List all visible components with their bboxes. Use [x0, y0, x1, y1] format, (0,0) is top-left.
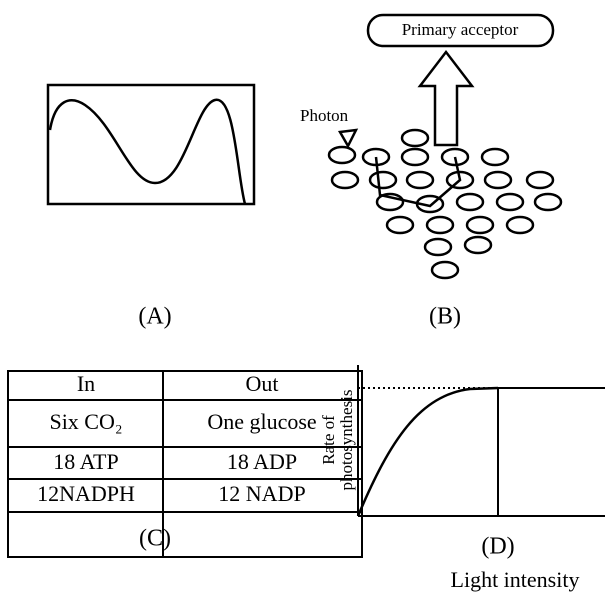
- pigment: [455, 192, 485, 212]
- panel-label: (B): [429, 304, 461, 330]
- pigment-cluster: [327, 128, 563, 280]
- table-cell: 18 ADP: [227, 449, 297, 474]
- panel-label: (D): [481, 534, 514, 560]
- photon-label: Photon: [300, 106, 349, 125]
- spectrum-curve: [48, 98, 247, 205]
- acceptor-label: Primary acceptor: [402, 20, 519, 39]
- y-axis-label: photosynthesis: [337, 389, 356, 490]
- panel-label: (A): [138, 304, 171, 330]
- pigment: [425, 215, 455, 235]
- pigment: [385, 215, 415, 235]
- arrow: [417, 49, 475, 147]
- table-border: [7, 370, 363, 558]
- pigment: [400, 147, 430, 167]
- pigment: [463, 235, 493, 255]
- rate-curve: [356, 386, 499, 517]
- energy-path: [374, 156, 462, 208]
- pigment: [505, 215, 535, 235]
- x-axis-label: Light intensity: [451, 567, 580, 592]
- table-cell: 18 ATP: [53, 449, 118, 474]
- y-axis-label: Rate of: [319, 415, 338, 465]
- acceptor-box: [366, 13, 555, 48]
- table: In Out Six CO₂ One glucose 18 ATP 18 ADP…: [7, 370, 363, 558]
- pigment: [480, 147, 510, 167]
- pigment: [525, 170, 555, 190]
- pigment: [533, 192, 563, 212]
- pigment: [405, 170, 435, 190]
- table-header: Out: [246, 371, 279, 396]
- pigment: [465, 215, 495, 235]
- pigment: [400, 128, 430, 148]
- table-header: In: [77, 371, 95, 396]
- pigment: [483, 170, 513, 190]
- spectrum-box: [46, 83, 256, 206]
- pigment: [495, 192, 525, 212]
- pigment: [327, 145, 357, 165]
- table-cell: 12 NADP: [218, 481, 305, 506]
- table-cell: Six CO₂: [49, 409, 122, 434]
- panel-label: (C): [139, 526, 171, 552]
- pigment: [423, 237, 453, 257]
- table-cell: One glucose: [207, 409, 316, 434]
- pigment: [330, 170, 360, 190]
- table-cell: 12NADPH: [37, 481, 135, 506]
- pigment: [368, 170, 398, 190]
- pigment: [430, 260, 460, 280]
- photon-marker: [337, 128, 359, 149]
